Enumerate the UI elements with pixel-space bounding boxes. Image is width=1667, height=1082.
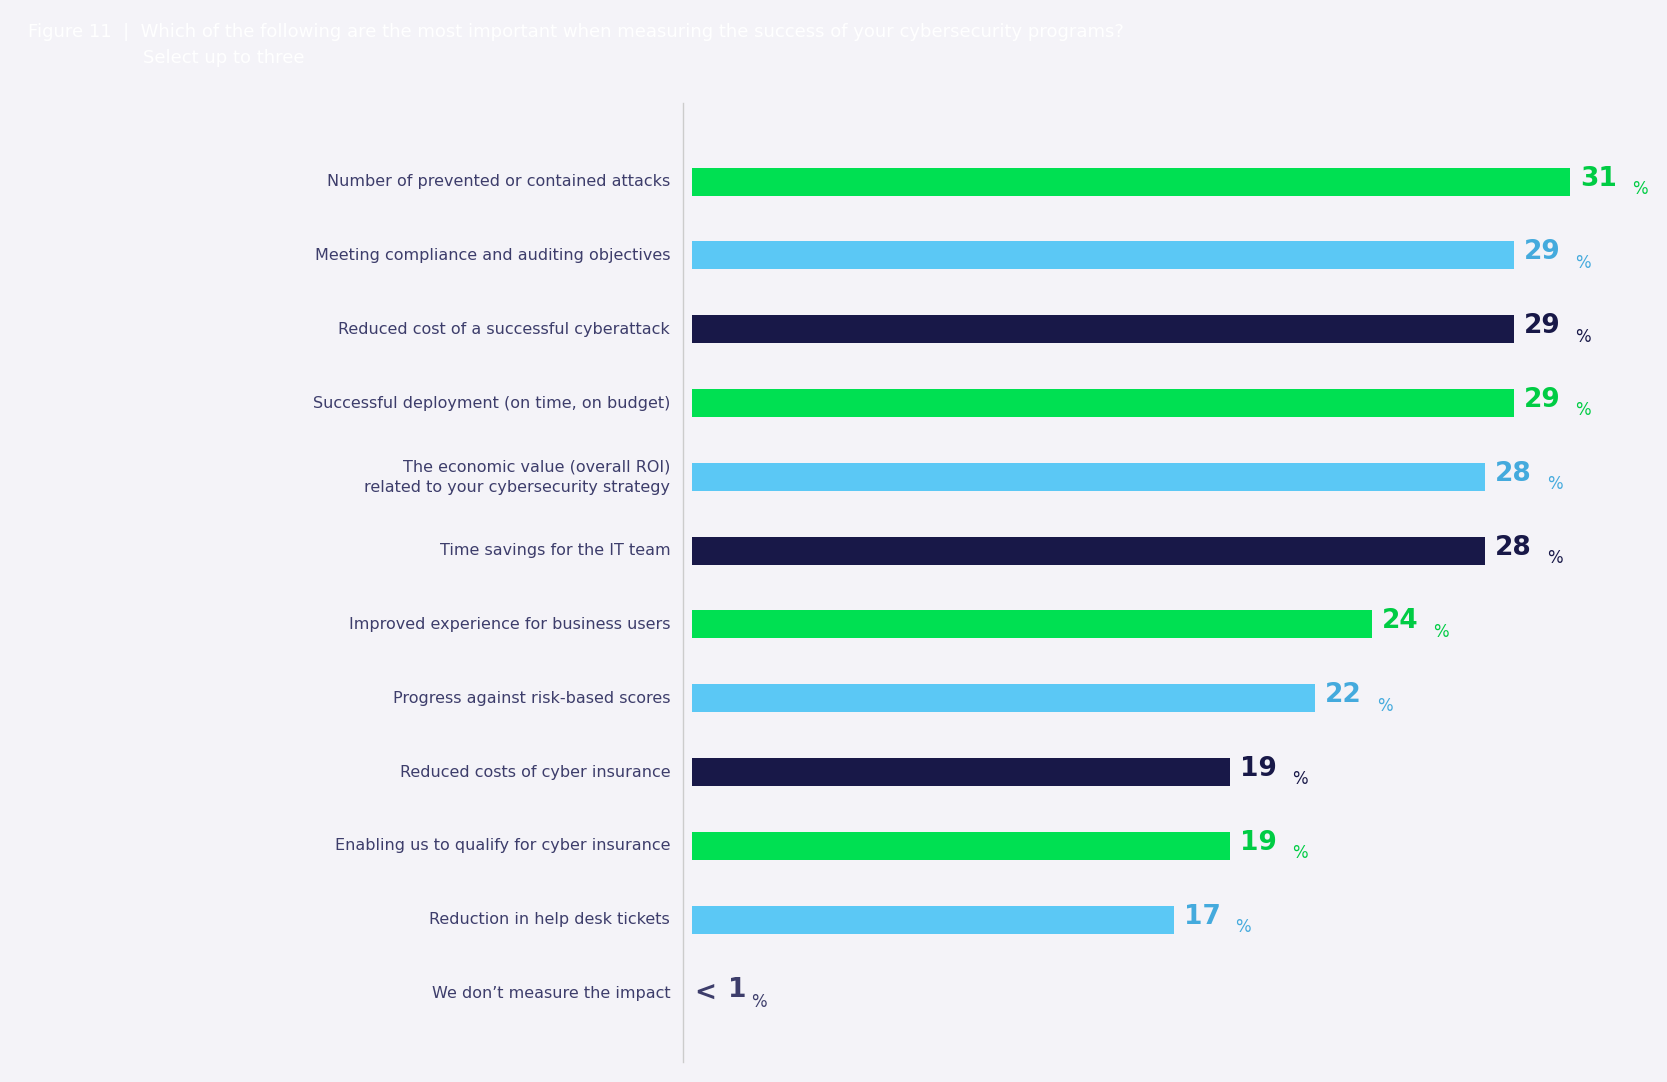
Bar (692, 463, 1485, 491)
Text: Number of prevented or contained attacks: Number of prevented or contained attacks (327, 174, 670, 189)
Text: 28: 28 (1495, 535, 1532, 560)
Bar (692, 537, 1485, 565)
Text: Progress against risk-based scores: Progress against risk-based scores (393, 690, 670, 705)
Text: Enabling us to qualify for cyber insurance: Enabling us to qualify for cyber insuran… (335, 839, 670, 854)
Text: The economic value (overall ROI)
related to your cybersecurity strategy: The economic value (overall ROI) related… (363, 459, 670, 494)
Text: %: % (1575, 401, 1590, 420)
Text: 1: 1 (728, 977, 747, 1003)
Text: %: % (750, 993, 767, 1012)
Text: Reduction in help desk tickets: Reduction in help desk tickets (430, 912, 670, 927)
Text: %: % (1292, 844, 1307, 862)
Bar (692, 390, 1514, 417)
Bar (692, 610, 1372, 638)
Text: %: % (1575, 328, 1590, 345)
Text: 28: 28 (1495, 461, 1532, 487)
Text: We don’t measure the impact: We don’t measure the impact (432, 986, 670, 1001)
Text: %: % (1575, 254, 1590, 272)
Text: %: % (1547, 475, 1562, 493)
Bar (692, 241, 1514, 269)
Text: Time savings for the IT team: Time savings for the IT team (440, 543, 670, 558)
Text: 19: 19 (1240, 830, 1277, 856)
Text: Figure 11  |  Which of the following are the most important when measuring the s: Figure 11 | Which of the following are t… (28, 23, 1124, 41)
Text: 19: 19 (1240, 756, 1277, 782)
Text: 29: 29 (1524, 239, 1560, 265)
Text: %: % (1547, 549, 1562, 567)
Text: %: % (1632, 180, 1647, 198)
Text: %: % (1292, 770, 1307, 789)
Text: 31: 31 (1580, 166, 1617, 192)
Text: 17: 17 (1184, 903, 1220, 929)
Bar (692, 315, 1514, 343)
Bar (692, 168, 1570, 196)
Bar (692, 684, 1315, 712)
Text: 24: 24 (1382, 608, 1419, 634)
Text: %: % (1377, 697, 1392, 714)
Text: %: % (1235, 918, 1250, 936)
Text: 29: 29 (1524, 314, 1560, 340)
Text: 29: 29 (1524, 387, 1560, 413)
Text: Meeting compliance and auditing objectives: Meeting compliance and auditing objectiv… (315, 248, 670, 263)
Text: 22: 22 (1325, 683, 1362, 709)
Text: Select up to three: Select up to three (28, 49, 305, 67)
Text: Reduced cost of a successful cyberattack: Reduced cost of a successful cyberattack (338, 321, 670, 337)
Bar (692, 832, 1230, 860)
Text: Successful deployment (on time, on budget): Successful deployment (on time, on budge… (313, 396, 670, 410)
Text: Reduced costs of cyber insurance: Reduced costs of cyber insurance (400, 765, 670, 779)
Bar (692, 758, 1230, 786)
Text: <: < (695, 980, 727, 1006)
Bar (692, 906, 1174, 934)
Text: %: % (1434, 623, 1449, 641)
Text: Improved experience for business users: Improved experience for business users (348, 617, 670, 632)
